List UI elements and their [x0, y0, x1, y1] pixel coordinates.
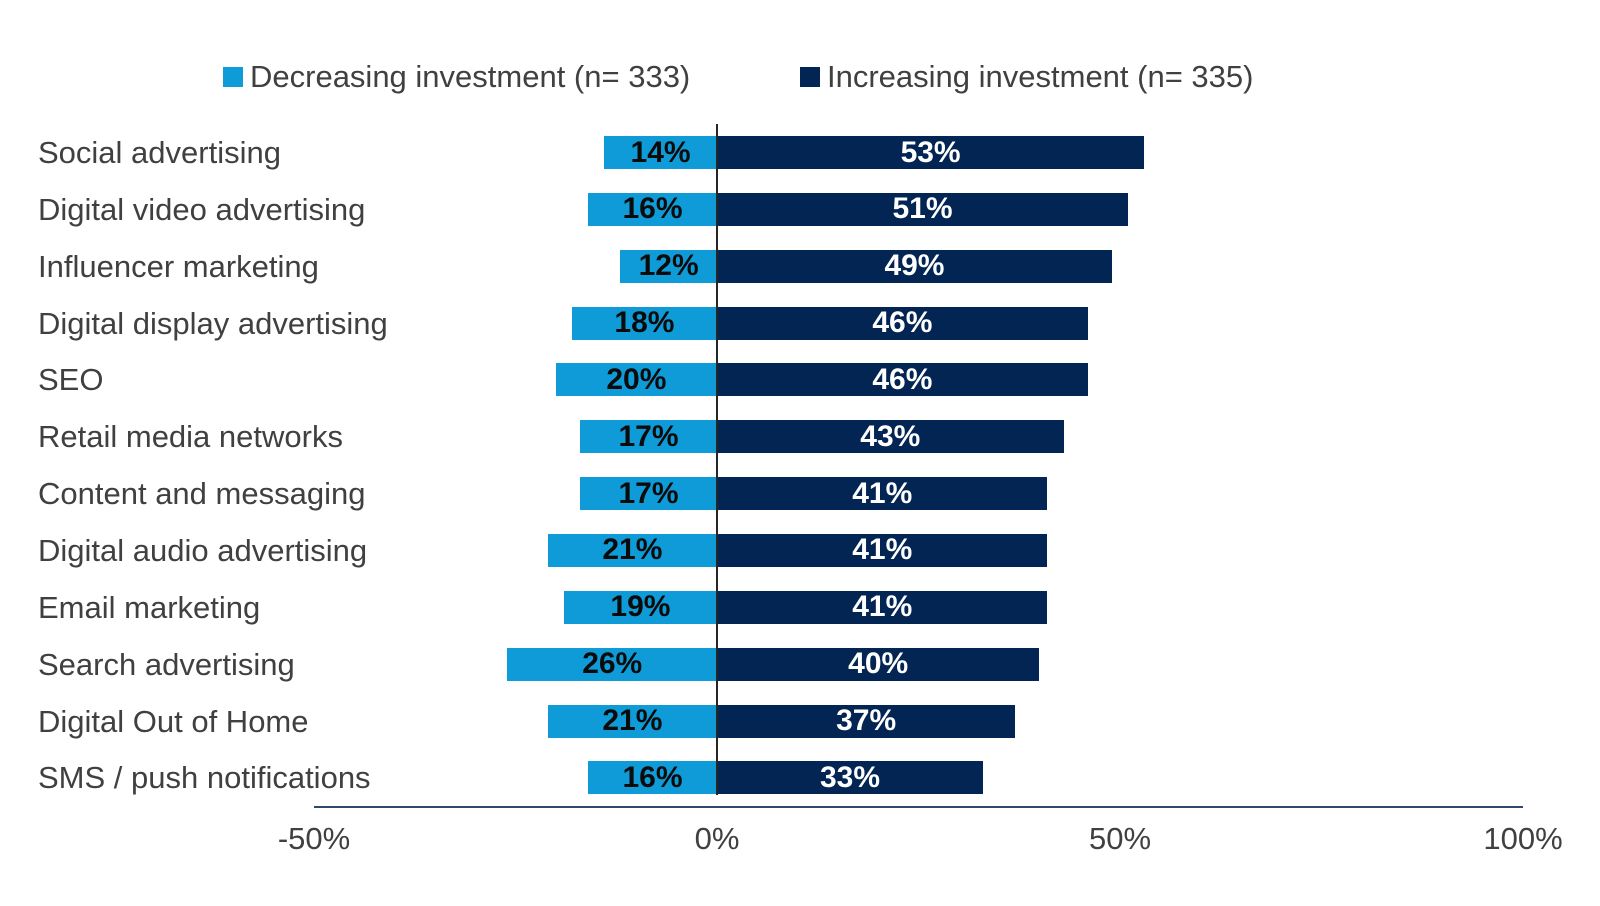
bar-value-label: 51%: [892, 192, 953, 226]
legend-label: Increasing investment (n= 335): [827, 59, 1254, 94]
bar-value-label: 33%: [819, 760, 880, 794]
category-label: Content and messaging: [38, 476, 366, 512]
decreasing-bar[interactable]: 14%: [604, 136, 717, 169]
increasing-bar[interactable]: 41%: [717, 533, 1048, 567]
zero-axis-line: [716, 124, 718, 795]
bar-value-label: 46%: [872, 306, 933, 340]
increasing-bar[interactable]: 46%: [717, 362, 1088, 397]
increasing-bar[interactable]: 37%: [717, 704, 1016, 738]
increasing-bar[interactable]: 53%: [717, 135, 1145, 169]
category-label: Search advertising: [38, 646, 295, 682]
decreasing-bar[interactable]: 18%: [571, 306, 717, 340]
legend-item-increasing[interactable]: Increasing investment (n= 335): [800, 57, 1253, 97]
category-label: Digital audio advertising: [38, 532, 368, 568]
bar-value-label: 16%: [622, 760, 683, 794]
bar-value-label: 19%: [610, 590, 671, 624]
decreasing-bar[interactable]: 21%: [547, 533, 717, 567]
legend-swatch-decreasing: [223, 67, 243, 87]
bar-value-label: 37%: [836, 704, 897, 737]
bar-value-label: 20%: [606, 362, 667, 396]
increasing-bar[interactable]: 49%: [717, 249, 1112, 283]
bar-value-label: 21%: [602, 704, 663, 737]
bar-value-label: 17%: [618, 476, 679, 510]
category-label: Email marketing: [38, 589, 261, 625]
decreasing-bar[interactable]: 16%: [588, 192, 717, 226]
legend-label: Decreasing investment (n= 333): [250, 59, 691, 94]
x-axis-line: [314, 806, 1523, 808]
decreasing-bar[interactable]: 17%: [579, 476, 717, 511]
x-tick-label: 100%: [1483, 821, 1563, 856]
decreasing-bar[interactable]: 21%: [547, 704, 717, 738]
bar-value-label: 40%: [848, 647, 909, 681]
category-label: Retail media networks: [38, 419, 343, 455]
decreasing-bar[interactable]: 12%: [620, 249, 717, 283]
increasing-bar[interactable]: 51%: [717, 192, 1129, 226]
decreasing-bar[interactable]: 16%: [588, 760, 717, 795]
bar-value-label: 21%: [602, 533, 663, 567]
decreasing-bar[interactable]: 26%: [507, 647, 717, 681]
x-tick-label: 50%: [1088, 821, 1152, 856]
bar-value-label: 46%: [872, 362, 933, 396]
bar-value-label: 49%: [884, 249, 945, 283]
bar-value-label: 26%: [582, 647, 643, 681]
increasing-bar[interactable]: 43%: [717, 419, 1064, 454]
increasing-bar[interactable]: 41%: [717, 476, 1048, 511]
category-label: Digital video advertising: [38, 191, 366, 227]
increasing-bar[interactable]: 46%: [717, 306, 1088, 340]
category-label: Influencer marketing: [38, 248, 319, 284]
decreasing-bar[interactable]: 20%: [555, 362, 717, 397]
decreasing-bar[interactable]: 19%: [563, 590, 717, 624]
legend-item-decreasing[interactable]: Decreasing investment (n= 333): [223, 57, 690, 97]
category-label: SMS / push notifications: [38, 760, 371, 796]
bar-value-label: 18%: [614, 306, 675, 340]
category-label: Social advertising: [38, 135, 281, 170]
bar-value-label: 41%: [852, 533, 913, 567]
category-label: Digital display advertising: [38, 305, 388, 341]
category-label: Digital Out of Home: [38, 703, 309, 739]
bar-value-label: 14%: [630, 135, 691, 169]
bar-value-label: 41%: [852, 590, 913, 624]
increasing-bar[interactable]: 41%: [717, 590, 1048, 624]
category-label: SEO: [38, 362, 104, 398]
bar-value-label: 53%: [900, 135, 961, 169]
x-tick-label: 0%: [694, 821, 740, 856]
bar-value-label: 43%: [860, 419, 921, 453]
x-tick-label: -50%: [277, 821, 351, 856]
decreasing-bar[interactable]: 17%: [579, 419, 717, 454]
bar-value-label: 17%: [618, 419, 679, 453]
bar-value-label: 16%: [622, 192, 683, 226]
legend-swatch-increasing: [800, 67, 820, 87]
bar-value-label: 12%: [638, 249, 699, 283]
increasing-bar[interactable]: 33%: [717, 760, 983, 795]
bar-value-label: 41%: [852, 476, 913, 510]
increasing-bar[interactable]: 40%: [717, 647, 1040, 681]
